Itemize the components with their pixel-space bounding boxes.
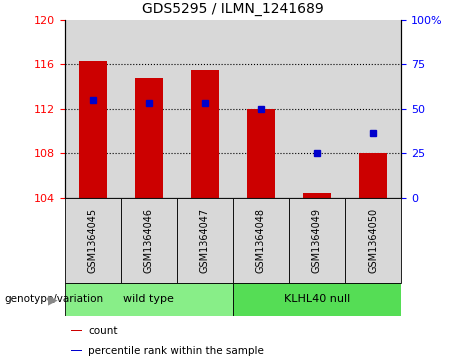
Bar (233, 283, 401, 316)
Bar (65, 283, 233, 316)
Bar (345, 20, 401, 198)
Bar (289, 20, 345, 198)
Bar (303, 193, 331, 198)
Text: genotype/variation: genotype/variation (5, 294, 104, 305)
Text: GSM1364047: GSM1364047 (200, 208, 210, 273)
Bar (233, 198, 289, 283)
Bar (345, 198, 401, 283)
Bar (71, 350, 82, 351)
Text: wild type: wild type (123, 294, 174, 305)
Text: KLHL40 null: KLHL40 null (284, 294, 350, 305)
Text: GSM1364048: GSM1364048 (256, 208, 266, 273)
Bar (71, 330, 82, 331)
Text: GSM1364045: GSM1364045 (88, 208, 98, 273)
Bar (78, 61, 106, 198)
Text: GSM1364046: GSM1364046 (144, 208, 154, 273)
Bar (177, 20, 233, 198)
Text: count: count (88, 326, 118, 336)
Bar (121, 198, 177, 283)
Text: GSM1364049: GSM1364049 (312, 208, 322, 273)
Bar (135, 78, 163, 198)
Text: percentile rank within the sample: percentile rank within the sample (88, 346, 264, 356)
Bar (191, 70, 219, 198)
Bar (65, 20, 121, 198)
Bar (65, 198, 121, 283)
Title: GDS5295 / ILMN_1241689: GDS5295 / ILMN_1241689 (142, 2, 324, 16)
Text: ▶: ▶ (48, 293, 58, 306)
Bar (177, 198, 233, 283)
Bar (233, 20, 289, 198)
Bar (289, 198, 345, 283)
Bar (359, 154, 387, 198)
Text: GSM1364050: GSM1364050 (368, 208, 378, 273)
Bar (121, 20, 177, 198)
Bar (247, 109, 275, 198)
